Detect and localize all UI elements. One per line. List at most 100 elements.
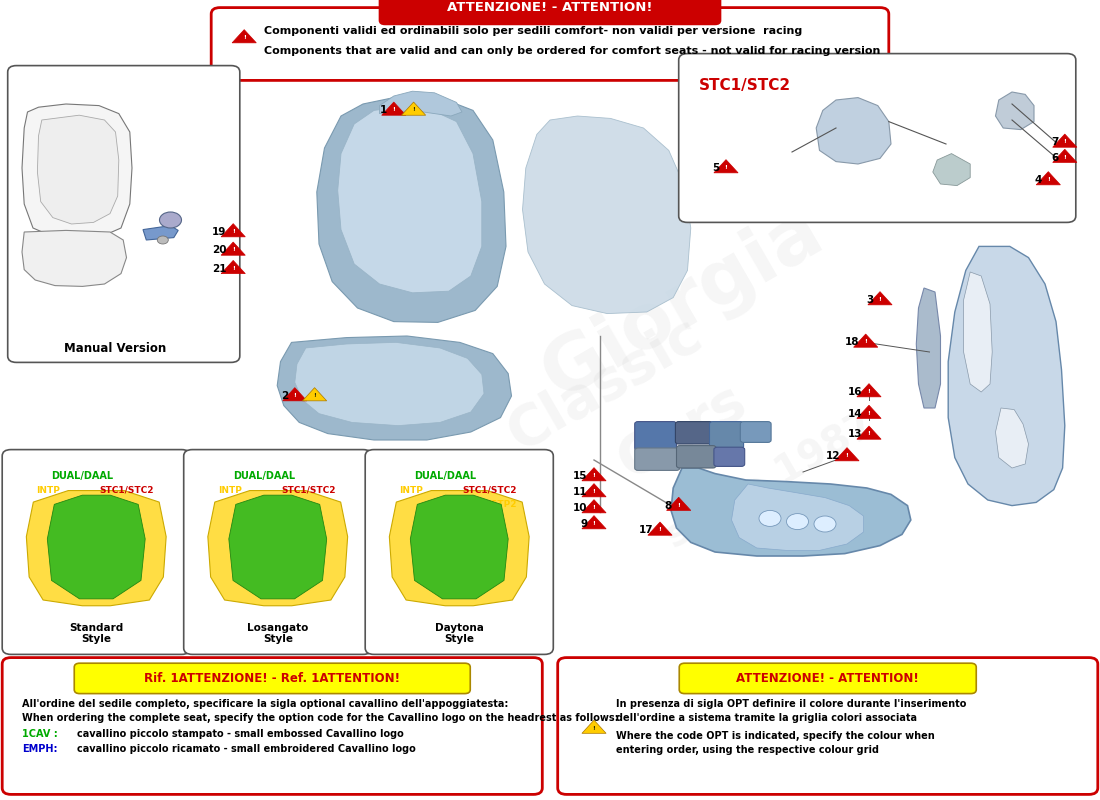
Text: !: ! bbox=[593, 521, 595, 526]
Text: !: ! bbox=[412, 107, 415, 113]
Text: Components that are valid and can only be ordered for comfort seats - not valid : Components that are valid and can only b… bbox=[264, 46, 880, 56]
Text: STC1/STC2: STC1/STC2 bbox=[100, 486, 154, 495]
Text: STC1/STC2: STC1/STC2 bbox=[463, 486, 517, 495]
Text: When ordering the complete seat, specify the option code for the Cavallino logo : When ordering the complete seat, specify… bbox=[22, 714, 618, 723]
Text: STC1/STC2: STC1/STC2 bbox=[282, 486, 336, 495]
Polygon shape bbox=[338, 107, 482, 293]
Polygon shape bbox=[671, 468, 911, 556]
Text: !: ! bbox=[868, 410, 870, 416]
Text: STP1/STP2: STP1/STP2 bbox=[463, 499, 517, 509]
Polygon shape bbox=[410, 495, 508, 599]
Text: !: ! bbox=[232, 229, 234, 234]
FancyBboxPatch shape bbox=[8, 66, 240, 362]
Text: Where the code OPT is indicated, specify the colour when: Where the code OPT is indicated, specify… bbox=[616, 731, 935, 741]
Polygon shape bbox=[1053, 150, 1077, 162]
Polygon shape bbox=[1036, 172, 1060, 185]
Text: !: ! bbox=[879, 297, 881, 302]
Text: 9: 9 bbox=[581, 519, 587, 529]
Circle shape bbox=[786, 514, 808, 530]
Polygon shape bbox=[857, 426, 881, 439]
Polygon shape bbox=[854, 334, 878, 347]
Text: Classic: Classic bbox=[498, 307, 712, 461]
Text: !: ! bbox=[294, 393, 296, 398]
Text: !: ! bbox=[232, 247, 234, 253]
FancyBboxPatch shape bbox=[635, 448, 680, 470]
Text: All'ordine del sedile completo, specificare la sigla optional cavallino dell'app: All'ordine del sedile completo, specific… bbox=[22, 699, 508, 709]
Text: 6: 6 bbox=[1050, 153, 1058, 162]
Polygon shape bbox=[22, 230, 126, 286]
Text: 5: 5 bbox=[712, 163, 719, 173]
Polygon shape bbox=[582, 720, 606, 734]
Text: Cars: Cars bbox=[608, 374, 756, 490]
Text: 10: 10 bbox=[573, 503, 587, 513]
Polygon shape bbox=[948, 246, 1065, 506]
Polygon shape bbox=[26, 490, 166, 606]
Polygon shape bbox=[964, 272, 992, 392]
Text: 4: 4 bbox=[1034, 175, 1042, 185]
Text: !: ! bbox=[865, 339, 867, 345]
Circle shape bbox=[157, 236, 168, 244]
Text: !: ! bbox=[593, 473, 595, 478]
Text: !: ! bbox=[593, 505, 595, 510]
FancyBboxPatch shape bbox=[679, 663, 977, 694]
Text: !: ! bbox=[659, 527, 661, 533]
Polygon shape bbox=[582, 516, 606, 529]
Polygon shape bbox=[232, 30, 256, 43]
Text: 12: 12 bbox=[826, 451, 840, 461]
Text: !: ! bbox=[868, 389, 870, 394]
Text: 3: 3 bbox=[866, 295, 873, 305]
Text: 2: 2 bbox=[280, 391, 288, 401]
Text: Standard
Style: Standard Style bbox=[69, 622, 123, 645]
Text: DUAL/DAAL: DUAL/DAAL bbox=[52, 471, 113, 481]
Text: 1: 1 bbox=[379, 106, 387, 115]
Text: 7: 7 bbox=[1050, 138, 1058, 147]
FancyBboxPatch shape bbox=[2, 450, 190, 654]
FancyBboxPatch shape bbox=[2, 658, 542, 794]
Polygon shape bbox=[208, 490, 348, 606]
Text: 19: 19 bbox=[212, 227, 227, 237]
FancyBboxPatch shape bbox=[710, 422, 744, 449]
Text: INTP: INTP bbox=[399, 486, 424, 495]
Polygon shape bbox=[302, 388, 327, 401]
Text: 14: 14 bbox=[848, 409, 862, 418]
Text: !: ! bbox=[593, 489, 595, 494]
Polygon shape bbox=[732, 484, 864, 550]
Polygon shape bbox=[582, 484, 606, 497]
Text: !: ! bbox=[725, 165, 727, 170]
Text: 20: 20 bbox=[212, 246, 227, 255]
Text: !: ! bbox=[593, 726, 595, 730]
Text: 17: 17 bbox=[639, 526, 653, 535]
Polygon shape bbox=[582, 468, 606, 481]
Polygon shape bbox=[143, 226, 178, 240]
Polygon shape bbox=[916, 288, 940, 408]
FancyBboxPatch shape bbox=[184, 450, 372, 654]
Polygon shape bbox=[996, 92, 1034, 130]
Text: cavallino piccolo ricamato - small embroidered Cavallino logo: cavallino piccolo ricamato - small embro… bbox=[77, 744, 416, 754]
Text: DUAL/DAAL: DUAL/DAAL bbox=[233, 471, 295, 481]
Text: since 1987: since 1987 bbox=[659, 405, 881, 555]
FancyBboxPatch shape bbox=[676, 446, 716, 468]
Polygon shape bbox=[221, 224, 245, 237]
Text: !: ! bbox=[1064, 154, 1066, 160]
Polygon shape bbox=[22, 104, 132, 240]
Polygon shape bbox=[582, 500, 606, 513]
Text: Manual Version: Manual Version bbox=[65, 342, 166, 354]
Polygon shape bbox=[667, 498, 691, 510]
Polygon shape bbox=[835, 448, 859, 461]
Text: !: ! bbox=[846, 453, 848, 458]
FancyBboxPatch shape bbox=[675, 422, 713, 444]
Text: Giorgia: Giorgia bbox=[529, 194, 835, 414]
Polygon shape bbox=[382, 102, 406, 115]
Circle shape bbox=[814, 516, 836, 532]
Polygon shape bbox=[402, 102, 426, 115]
Text: STC1/STC2: STC1/STC2 bbox=[698, 78, 791, 93]
Polygon shape bbox=[714, 160, 738, 173]
Polygon shape bbox=[277, 336, 512, 440]
FancyBboxPatch shape bbox=[211, 7, 889, 80]
Polygon shape bbox=[648, 522, 672, 535]
Text: Rif. 1ATTENZIONE! - Ref. 1ATTENTION!: Rif. 1ATTENZIONE! - Ref. 1ATTENTION! bbox=[144, 672, 400, 685]
FancyBboxPatch shape bbox=[365, 450, 553, 654]
Text: ATTENZIONE! - ATTENTION!: ATTENZIONE! - ATTENTION! bbox=[448, 1, 652, 14]
Text: ATTENZIONE! - ATTENTION!: ATTENZIONE! - ATTENTION! bbox=[736, 672, 920, 685]
Polygon shape bbox=[1053, 134, 1077, 147]
